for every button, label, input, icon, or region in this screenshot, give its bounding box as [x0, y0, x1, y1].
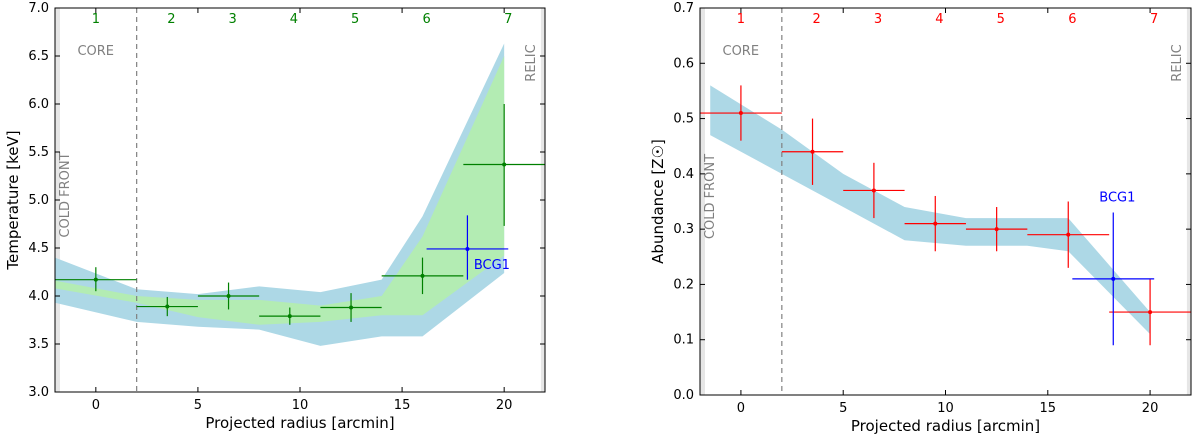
y-tick-label: 3.5 [28, 337, 49, 352]
x-tick-label: 20 [1142, 401, 1159, 416]
y-tick-label: 0.6 [673, 56, 694, 71]
region-number: 3 [228, 12, 236, 27]
region-number: 1 [737, 12, 745, 27]
region-number: 7 [504, 12, 512, 27]
region-number: 5 [997, 12, 1005, 27]
y-tick-label: 0.3 [673, 222, 694, 237]
y-tick-label: 3.0 [28, 385, 49, 400]
region-number: 5 [351, 12, 359, 27]
left-edge-shade [700, 8, 705, 395]
y-axis-label: Abundance [Z☉] [649, 139, 667, 264]
relic-label: RELIC [1170, 44, 1185, 81]
region-number: 4 [290, 12, 298, 27]
uncertainty-band-outer [710, 85, 1151, 335]
region-number: 7 [1150, 12, 1158, 27]
y-tick-label: 5.5 [28, 145, 49, 160]
y-tick-label: 4.0 [28, 289, 49, 304]
data-point [1148, 310, 1153, 315]
region-number: 2 [167, 12, 175, 27]
abundance-panel: CORE COLD FRONT RELIC 1 2 3 4 5 6 7 BCG1 0 5 10 15 20 0.… [649, 1, 1192, 435]
data-point [165, 304, 170, 309]
region-number: 2 [812, 12, 820, 27]
y-tick-label: 7.0 [28, 1, 49, 16]
cold-front-label: COLD FRONT [58, 152, 73, 237]
temperature-panel: CORE COLD FRONT RELIC 1 2 3 4 5 6 7 BCG1 0 5 10 15 20 3.… [4, 1, 546, 432]
data-point [994, 227, 999, 232]
y-tick-label: 0.4 [673, 167, 694, 182]
relic-shade [1186, 8, 1191, 395]
cold-front-label: COLD FRONT [703, 154, 718, 239]
y-tick-label: 5.0 [28, 193, 49, 208]
y-tick-label: 0.5 [673, 112, 694, 127]
core-label: CORE [77, 44, 114, 59]
core-label: CORE [723, 44, 760, 59]
data-point [810, 149, 815, 154]
data-point [420, 273, 425, 278]
x-tick-label: 10 [937, 401, 954, 416]
data-point [465, 246, 470, 251]
uncertainty-band-outer [55, 43, 505, 346]
data-point [738, 111, 743, 116]
y-tick-label: 6.5 [28, 49, 49, 64]
relic-label: RELIC [524, 44, 539, 81]
x-tick-label: 0 [92, 398, 100, 413]
y-tick-label: 0.2 [673, 277, 694, 292]
x-axis-label: Projected radius [arcmin] [205, 414, 394, 432]
x-tick-label: 10 [292, 398, 309, 413]
data-point [1111, 276, 1116, 281]
bcg1-label: BCG1 [474, 258, 510, 273]
data-point [349, 305, 354, 310]
data-point [1066, 232, 1071, 237]
x-tick-label: 15 [1040, 401, 1057, 416]
data-point [93, 277, 98, 282]
region-number: 1 [92, 12, 100, 27]
y-tick-label: 0.0 [673, 388, 694, 403]
x-tick-label: 5 [194, 398, 202, 413]
x-axis-label: Projected radius [arcmin] [851, 417, 1040, 435]
x-tick-label: 5 [839, 401, 847, 416]
data-point [871, 188, 876, 193]
region-number: 4 [935, 12, 943, 27]
bcg1-label: BCG1 [1099, 191, 1135, 206]
y-axis-label: Temperature [keV] [4, 130, 22, 270]
data-point [502, 162, 507, 167]
x-tick-label: 20 [496, 398, 513, 413]
data-point [287, 314, 292, 319]
region-number: 3 [874, 12, 882, 27]
region-number: 6 [1068, 12, 1076, 27]
region-number: 6 [422, 12, 430, 27]
x-tick-label: 0 [737, 401, 745, 416]
x-tick-label: 15 [394, 398, 411, 413]
data-point [933, 221, 938, 226]
data-point [226, 294, 231, 298]
y-tick-label: 4.5 [28, 241, 49, 256]
y-tick-label: 0.1 [673, 333, 694, 348]
y-tick-label: 6.0 [28, 97, 49, 112]
y-tick-label: 0.7 [673, 1, 694, 16]
